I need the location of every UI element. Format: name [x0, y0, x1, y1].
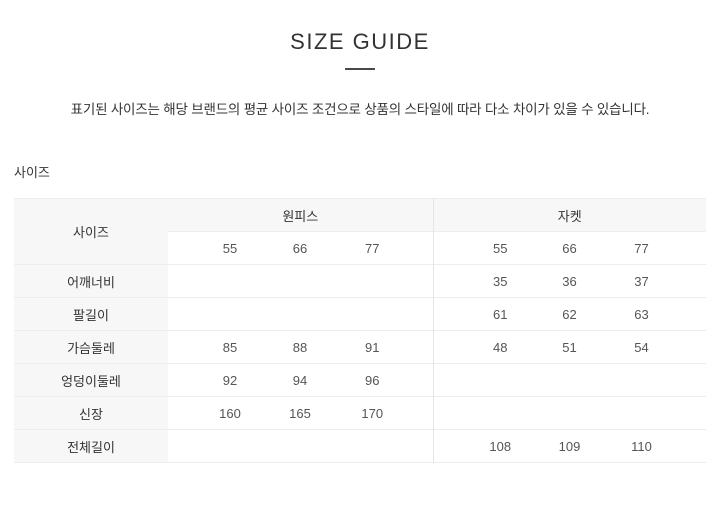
size-value-cell: 54 [615, 330, 707, 364]
page-title: SIZE GUIDE [290, 29, 430, 54]
row-label: 팔길이 [14, 297, 168, 331]
size-value-cell: 92 [168, 363, 256, 397]
row-label: 전체길이 [14, 429, 168, 463]
size-value-cell [344, 429, 434, 463]
size-value-cell: 109 [524, 429, 616, 463]
size-guide-description: 표기된 사이즈는 해당 브랜드의 평균 사이즈 조건으로 상품의 스타일에 따라… [70, 102, 650, 117]
size-table: 사이즈 원피스 자켓 55 66 77 55 66 77 어깨너비 35 36 [14, 198, 707, 463]
table-row: 팔길이 61 62 63 [14, 297, 707, 331]
size-value-cell: 170 [344, 396, 434, 430]
size-value-cell [615, 363, 707, 397]
size-column-header: 77 [615, 231, 707, 265]
table-group-header-row: 사이즈 원피스 자켓 [14, 198, 707, 265]
size-value-cell [615, 396, 707, 430]
size-value-cell: 96 [344, 363, 434, 397]
size-value-cell: 62 [524, 297, 616, 331]
row-label: 가슴둘레 [14, 330, 168, 364]
size-value-cell [344, 264, 434, 298]
size-column-header: 66 [256, 231, 344, 265]
size-value-cell: 88 [256, 330, 344, 364]
size-value-cell [344, 297, 434, 331]
size-value-cell [168, 297, 256, 331]
size-value-cell: 91 [344, 330, 434, 364]
size-value-cell: 94 [256, 363, 344, 397]
size-value-cell: 35 [432, 264, 525, 298]
size-table-corner-header: 사이즈 [14, 198, 168, 265]
row-label: 엉덩이둘레 [14, 363, 168, 397]
table-row: 신장 160 165 170 [14, 396, 707, 430]
size-value-cell [432, 363, 525, 397]
table-size-header-row: 55 66 77 55 66 77 [14, 231, 707, 265]
size-value-cell: 61 [432, 297, 525, 331]
size-value-cell [256, 264, 344, 298]
column-group-onepiece: 원피스 [168, 198, 434, 232]
table-row: 전체길이 108 109 110 [14, 429, 707, 463]
size-value-cell [168, 264, 256, 298]
row-label: 신장 [14, 396, 168, 430]
table-row: 엉덩이둘레 92 94 96 [14, 363, 707, 397]
size-value-cell [256, 297, 344, 331]
size-value-cell: 160 [168, 396, 256, 430]
table-row: 가슴둘레 85 88 91 48 51 54 [14, 330, 707, 364]
size-column-header: 66 [524, 231, 616, 265]
size-value-cell [432, 396, 525, 430]
size-column-header: 55 [432, 231, 525, 265]
size-value-cell: 63 [615, 297, 707, 331]
size-value-cell [256, 429, 344, 463]
size-value-cell: 165 [256, 396, 344, 430]
size-value-cell [524, 396, 616, 430]
size-value-cell: 110 [615, 429, 707, 463]
size-value-cell: 85 [168, 330, 256, 364]
column-group-jacket: 자켓 [432, 198, 707, 232]
size-value-cell: 51 [524, 330, 616, 364]
title-underline [345, 68, 375, 70]
size-value-cell: 108 [432, 429, 525, 463]
size-value-cell [524, 363, 616, 397]
size-column-header: 55 [168, 231, 256, 265]
size-value-cell: 48 [432, 330, 525, 364]
size-guide-header: SIZE GUIDE [0, 0, 720, 70]
size-value-cell: 37 [615, 264, 707, 298]
size-section-label: 사이즈 [14, 165, 50, 180]
size-value-cell [168, 429, 256, 463]
size-value-cell: 36 [524, 264, 616, 298]
table-row: 어깨너비 35 36 37 [14, 264, 707, 298]
row-label: 어깨너비 [14, 264, 168, 298]
size-column-header: 77 [344, 231, 434, 265]
